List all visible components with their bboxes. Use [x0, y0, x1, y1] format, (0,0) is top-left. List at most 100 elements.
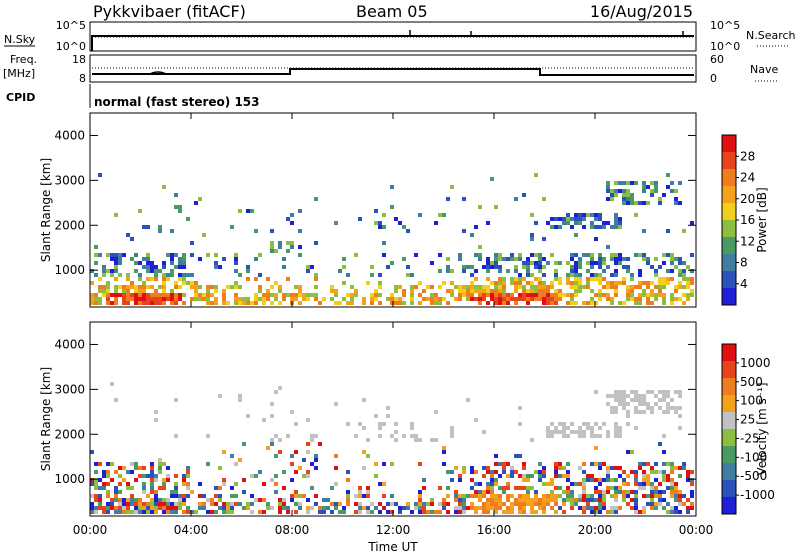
- scatter-cell: [514, 301, 518, 305]
- scatter-cell: [118, 498, 122, 502]
- scatter-cell: [98, 297, 102, 301]
- scatter-cell: [646, 502, 650, 506]
- scatter-cell: [642, 402, 646, 406]
- scatter-cell: [486, 502, 490, 506]
- scatter-cell: [126, 285, 130, 289]
- scatter-cell: [606, 466, 610, 470]
- scatter-cell: [670, 297, 674, 301]
- scatter-cell: [626, 197, 630, 201]
- scatter-cell: [494, 285, 498, 289]
- scatter-cell: [542, 293, 546, 297]
- scatter-cell: [186, 486, 190, 490]
- scatter-cell: [274, 297, 278, 301]
- scatter-cell: [494, 494, 498, 498]
- scatter-cell: [530, 253, 534, 257]
- scatter-cell: [590, 426, 594, 430]
- scatter-cell: [94, 498, 98, 502]
- scatter-cell: [642, 289, 646, 293]
- x-tick-label: 20:00: [578, 523, 613, 537]
- scatter-cell: [634, 482, 638, 486]
- scatter-cell: [626, 289, 630, 293]
- scatter-cell: [646, 482, 650, 486]
- scatter-cell: [346, 422, 350, 426]
- scatter-cell: [118, 261, 122, 265]
- scatter-cell: [474, 470, 478, 474]
- scatter-cell: [594, 510, 598, 514]
- scatter-cell: [174, 285, 178, 289]
- scatter-cell: [390, 297, 394, 301]
- scatter-cell: [270, 293, 274, 297]
- scatter-cell: [622, 277, 626, 281]
- scatter-cell: [622, 402, 626, 406]
- scatter-cell: [206, 434, 210, 438]
- scatter-cell: [518, 498, 522, 502]
- scatter-cell: [682, 502, 686, 506]
- scatter-cell: [610, 273, 614, 277]
- scatter-cell: [598, 261, 602, 265]
- scatter-cell: [618, 474, 622, 478]
- freq-panel-frame: [89, 54, 697, 83]
- scatter-cell: [274, 482, 278, 486]
- scatter-cell: [570, 285, 574, 289]
- scatter-cell: [610, 506, 614, 510]
- scatter-cell: [170, 506, 174, 510]
- scatter-cell: [450, 430, 454, 434]
- scatter-cell: [346, 490, 350, 494]
- scatter-cell: [514, 285, 518, 289]
- scatter-cell: [542, 466, 546, 470]
- scatter-cell: [158, 462, 162, 466]
- scatter-cell: [474, 506, 478, 510]
- scatter-cell: [422, 510, 426, 514]
- scatter-cell: [578, 506, 582, 510]
- scatter-cell: [614, 281, 618, 285]
- scatter-cell: [258, 289, 262, 293]
- scatter-cell: [186, 482, 190, 486]
- scatter-cell: [550, 301, 554, 305]
- scatter-cell: [278, 450, 282, 454]
- scatter-cell: [606, 189, 610, 193]
- scatter-cell: [554, 277, 558, 281]
- scatter-cell: [394, 430, 398, 434]
- scatter-cell: [106, 281, 110, 285]
- scatter-cell: [630, 506, 634, 510]
- scatter-cell: [306, 269, 310, 273]
- scatter-cell: [182, 261, 186, 265]
- scatter-cell: [558, 486, 562, 490]
- scatter-cell: [522, 297, 526, 301]
- scatter-cell: [626, 189, 630, 193]
- scatter-cell: [558, 293, 562, 297]
- nsky-panel-frame: [89, 21, 697, 52]
- scatter-cell: [422, 297, 426, 301]
- scatter-cell: [530, 474, 534, 478]
- scatter-cell: [658, 285, 662, 289]
- scatter-cell: [262, 293, 266, 297]
- scatter-cell: [146, 277, 150, 281]
- scatter-cell: [590, 462, 594, 466]
- scatter-cell: [570, 297, 574, 301]
- scatter-cell: [470, 466, 474, 470]
- x-tick-label: 00:00: [73, 523, 108, 537]
- scatter-cell: [510, 466, 514, 470]
- scatter-cell: [554, 510, 558, 514]
- scatter-cell: [102, 293, 106, 297]
- scatter-cell: [98, 173, 102, 177]
- scatter-cell: [370, 510, 374, 514]
- scatter-cell: [322, 510, 326, 514]
- scatter-cell: [570, 490, 574, 494]
- scatter-cell: [106, 301, 110, 305]
- scatter-cell: [154, 273, 158, 277]
- scatter-cell: [98, 462, 102, 466]
- scatter-cell: [542, 257, 546, 261]
- scatter-cell: [486, 293, 490, 297]
- scatter-cell: [166, 502, 170, 506]
- scatter-cell: [514, 281, 518, 285]
- scatter-cell: [442, 450, 446, 454]
- scatter-cell: [530, 502, 534, 506]
- velocity-y-axis-label: Slant Range [km]: [39, 367, 53, 471]
- scatter-cell: [494, 205, 498, 209]
- scatter-cell: [538, 269, 542, 273]
- scatter-cell: [502, 297, 506, 301]
- scatter-cell: [650, 293, 654, 297]
- scatter-cell: [178, 297, 182, 301]
- scatter-cell: [602, 502, 606, 506]
